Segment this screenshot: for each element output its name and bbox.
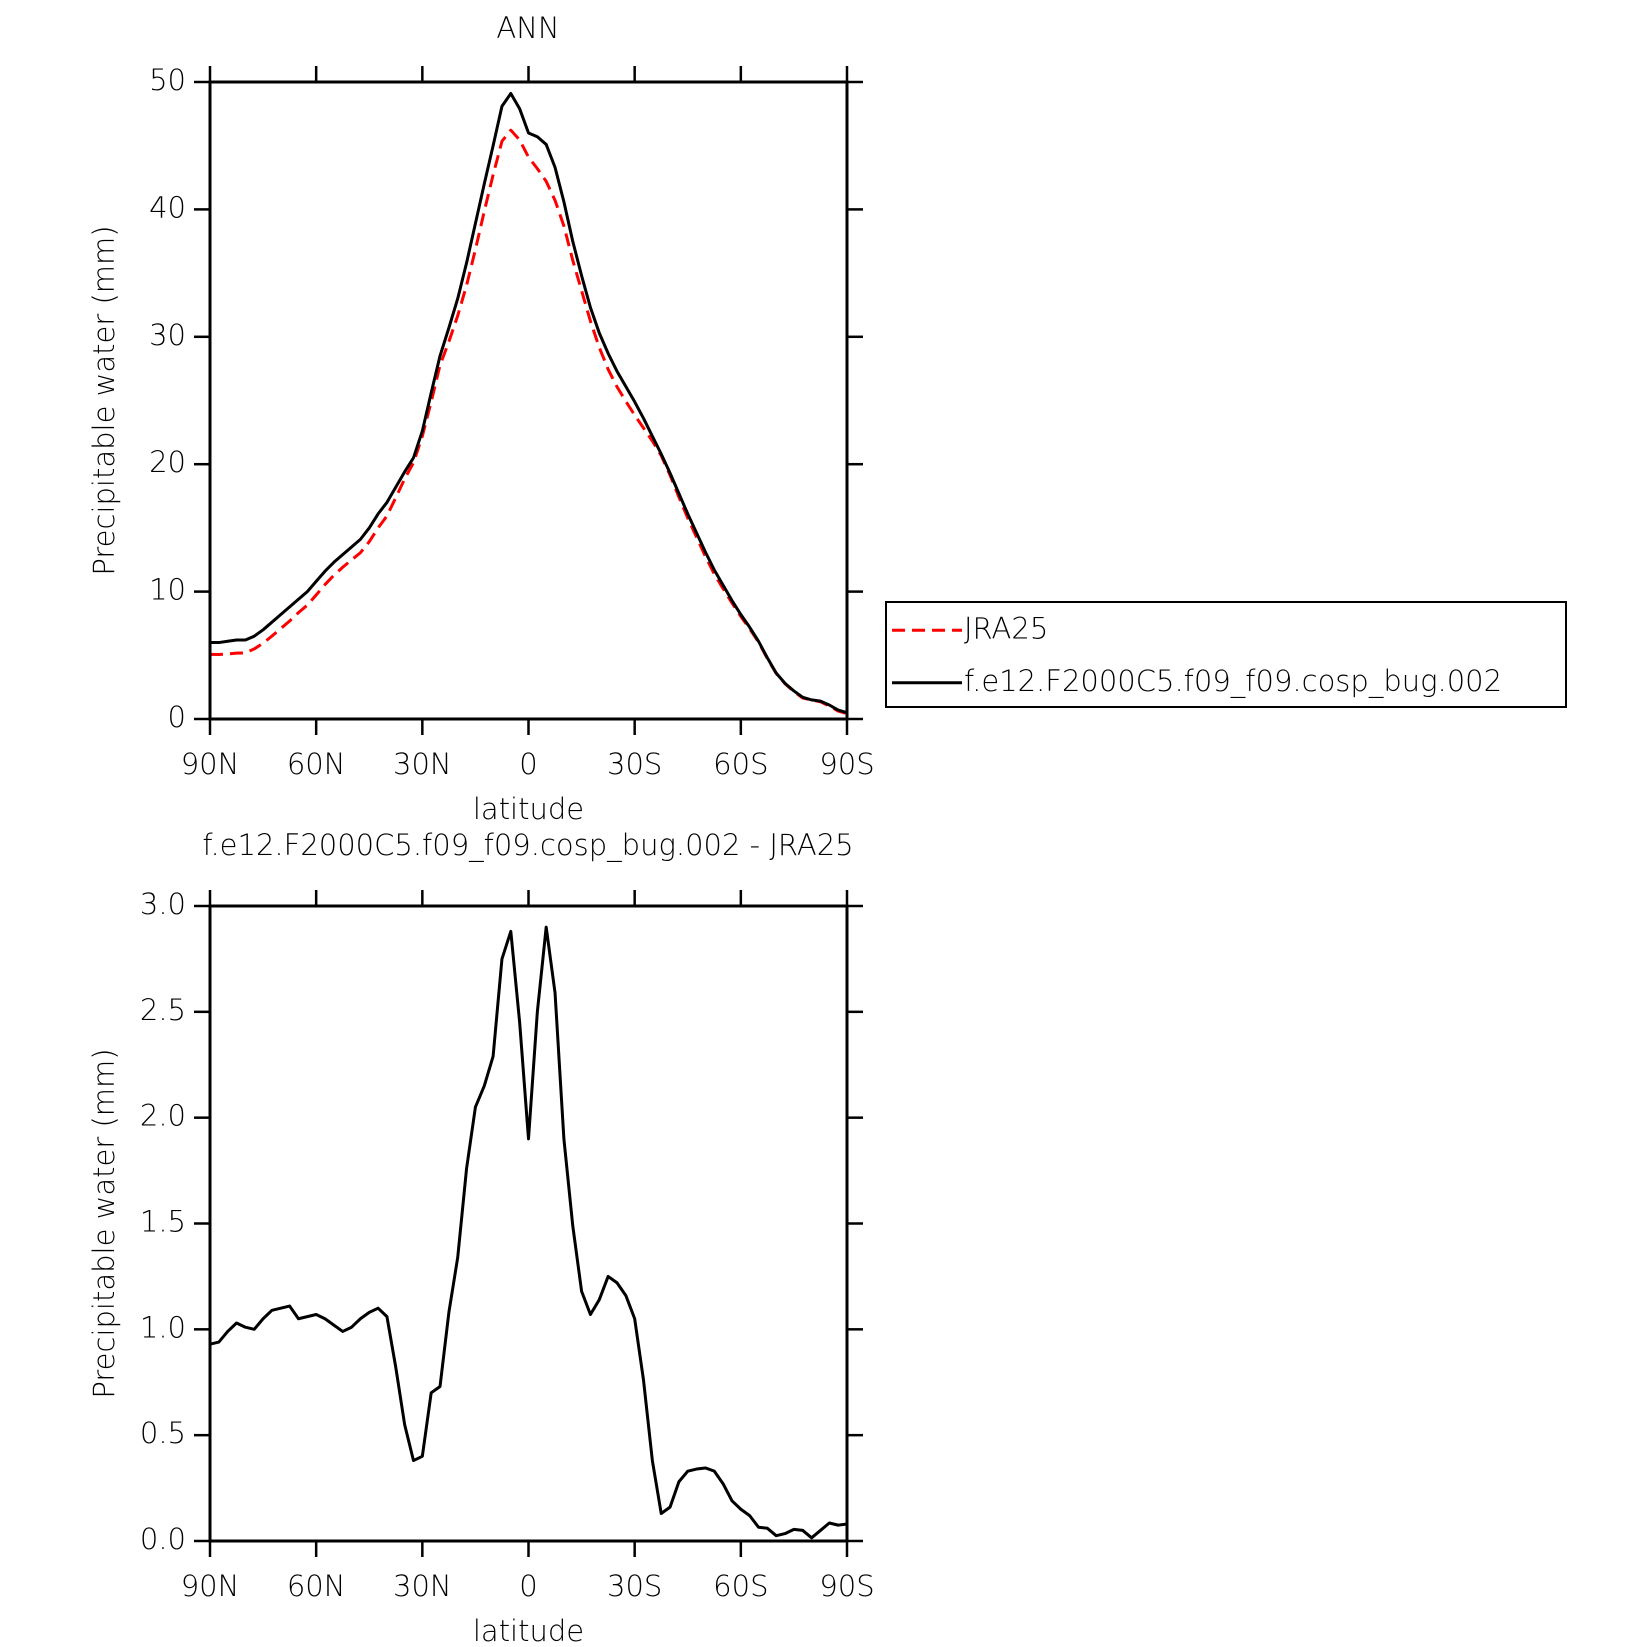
y-tick-label: 1.0 [140, 1310, 186, 1344]
x-tick-label: 30N [393, 1569, 452, 1603]
x-tick-label: 90S [819, 1569, 874, 1603]
x-tick-label: 60N [287, 1569, 346, 1603]
y-tick-label: 50 [149, 63, 186, 97]
y-tick-label: 2.5 [140, 993, 186, 1027]
data-line [209, 128, 848, 716]
y-tick-label: 30 [149, 318, 186, 352]
x-tick-label: 30S [607, 747, 662, 781]
data-line [209, 925, 848, 1540]
x-tick-label: 90N [181, 1569, 240, 1603]
x-axis-label: latitude [473, 1614, 584, 1647]
x-tick-label: 0 [519, 1569, 537, 1603]
x-tick-label: 60N [287, 747, 346, 781]
legend-box [885, 601, 1567, 708]
y-tick-label: 1.5 [140, 1205, 186, 1239]
plot-frame [208, 80, 849, 721]
y-tick-label: 20 [149, 445, 186, 479]
y-tick-label: 2.0 [140, 1099, 186, 1133]
legend-label: f.e12.F2000C5.f09_f09.cosp_bug.002 [964, 664, 1502, 699]
chart-title: f.e12.F2000C5.f09_f09.cosp_bug.002 - JRA… [202, 828, 853, 863]
y-axis-label: Precipitable water (mm) [87, 1048, 121, 1398]
x-tick-label: 90S [819, 747, 874, 781]
y-tick-label: 10 [149, 573, 186, 607]
y-axis-label: Precipitable water (mm) [87, 225, 121, 575]
data-line [210, 91, 848, 715]
x-tick-label: 30N [393, 747, 452, 781]
x-tick-label: 60S [713, 1569, 768, 1603]
x-axis-label: latitude [473, 792, 584, 826]
chart-title: ANN [496, 11, 559, 45]
x-tick-label: 90N [181, 747, 240, 781]
x-tick-label: 0 [519, 747, 537, 781]
x-tick-label: 30S [607, 1569, 662, 1603]
legend-label: JRA25 [964, 611, 1048, 645]
y-tick-label: 0.5 [140, 1416, 186, 1450]
y-tick-label: 40 [149, 190, 186, 224]
y-tick-label: 0 [168, 700, 186, 734]
y-tick-label: 0.0 [140, 1522, 186, 1556]
plot-frame [208, 904, 849, 1543]
legend: JRA25 f.e12.F2000C5.f09_f09.cosp_bug.002 [885, 601, 1567, 708]
y-tick-label: 3.0 [140, 887, 186, 921]
x-tick-label: 60S [713, 747, 768, 781]
